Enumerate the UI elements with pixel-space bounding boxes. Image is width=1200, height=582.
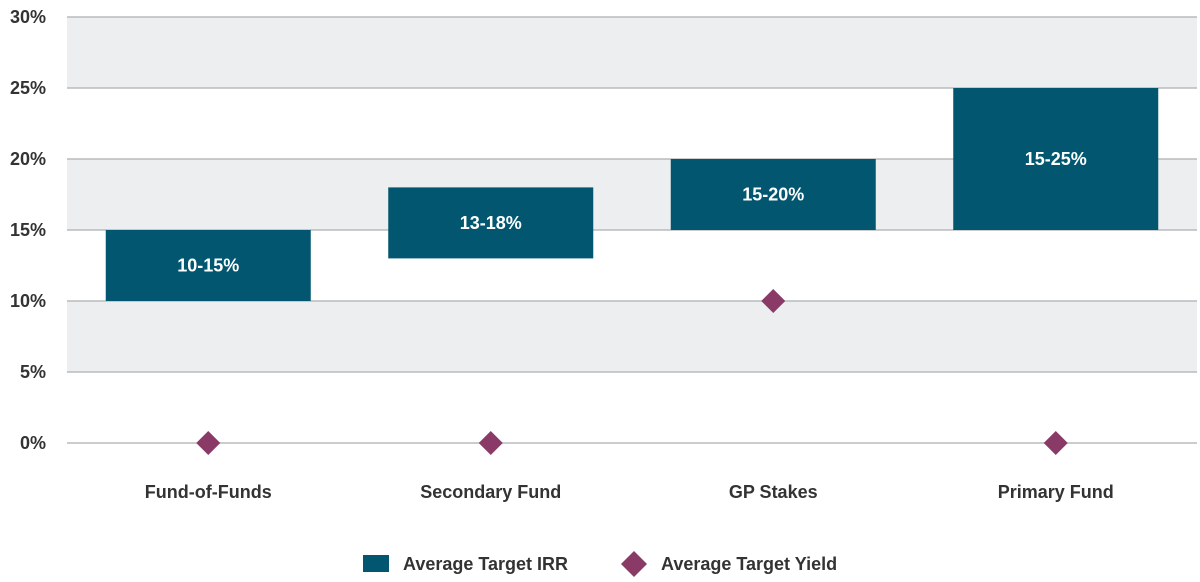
y-tick-label: 0%	[20, 433, 46, 453]
irr-bar	[388, 187, 594, 259]
y-axis-tick-labels: 0% 5% 10% 15% 20% 25% 30%	[10, 7, 46, 453]
irr-bar-label: 15-25%	[1025, 149, 1087, 169]
irr-bar-label: 10-15%	[177, 256, 239, 276]
category-label: Fund-of-Funds	[145, 482, 272, 502]
irr-bar	[105, 230, 311, 301]
y-tick-label: 25%	[10, 78, 46, 98]
yield-marker-diamond-icon	[196, 431, 221, 455]
legend-label-yield: Average Target Yield	[661, 554, 837, 574]
plot-band	[67, 301, 1197, 372]
yield-marker-diamond-icon	[761, 289, 786, 313]
category-label: Secondary Fund	[420, 482, 561, 502]
plot-band	[67, 372, 1197, 443]
irr-bar	[953, 88, 1159, 230]
yield-markers	[196, 289, 1068, 455]
irr-bar	[670, 159, 876, 230]
y-tick-label: 5%	[20, 362, 46, 382]
y-tick-label: 20%	[10, 149, 46, 169]
yield-marker-diamond-icon	[478, 431, 503, 455]
legend-swatch-irr	[363, 555, 389, 572]
legend-swatch-yield-diamond-icon	[621, 551, 647, 577]
irr-bar-labels: 10-15% 13-18% 15-20% 15-25%	[177, 149, 1087, 276]
irr-bar-label: 15-20%	[742, 185, 804, 205]
plot-band	[67, 17, 1197, 88]
category-label: Primary Fund	[998, 482, 1114, 502]
y-tick-label: 30%	[10, 7, 46, 27]
category-label: GP Stakes	[729, 482, 818, 502]
yield-marker-diamond-icon	[1043, 431, 1068, 455]
irr-bar-label: 13-18%	[460, 213, 522, 233]
y-tick-label: 15%	[10, 220, 46, 240]
legend-label-irr: Average Target IRR	[403, 554, 568, 574]
legend: Average Target IRR Average Target Yield	[363, 551, 837, 577]
x-axis-category-labels: Fund-of-Funds Secondary Fund GP Stakes Prim…	[145, 482, 1114, 502]
irr-bars	[105, 88, 1159, 301]
y-tick-label: 10%	[10, 291, 46, 311]
